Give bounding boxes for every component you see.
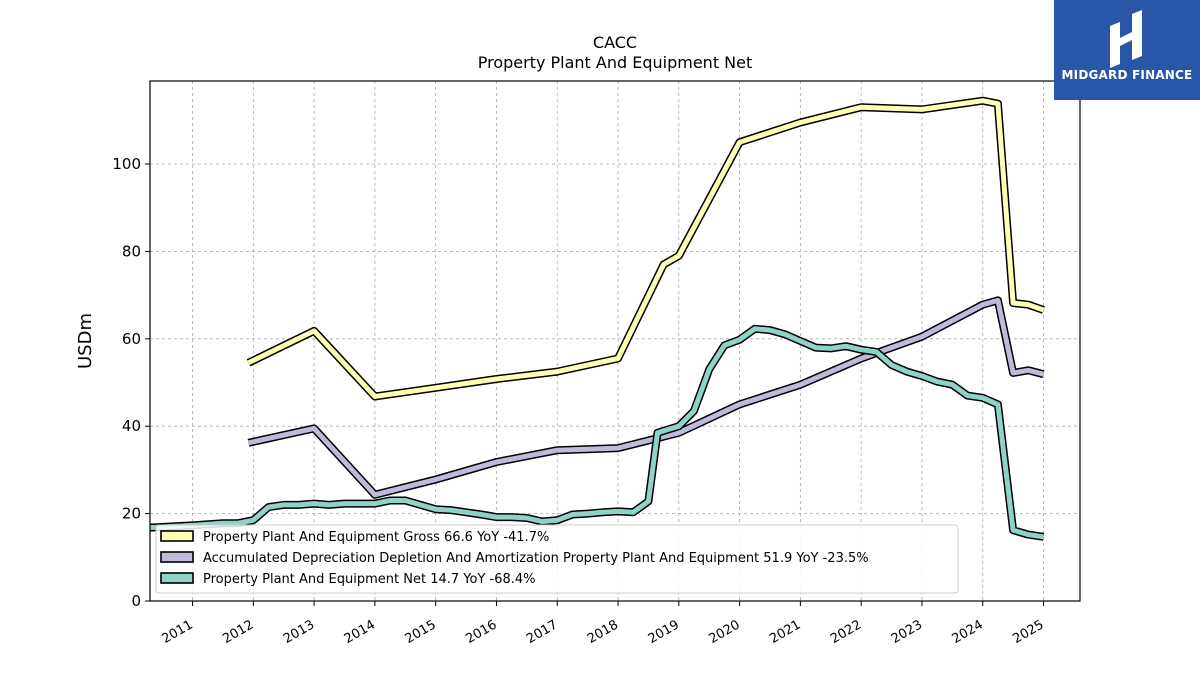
logo-mark-icon <box>1110 10 1142 68</box>
x-tick-label: 2023 <box>889 617 925 647</box>
legend-swatch-1 <box>160 530 194 542</box>
legend: Property Plant And Equipment Gross 66.6 … <box>155 524 959 594</box>
x-tick-label: 2018 <box>585 617 621 647</box>
legend-label-1: Property Plant And Equipment Gross 66.6 … <box>203 530 549 545</box>
chart-subtitle: Property Plant And Equipment Net <box>478 53 753 72</box>
legend-label-3: Property Plant And Equipment Net 14.7 Yo… <box>203 572 536 587</box>
legend-label-2: Accumulated Depreciation Depletion And A… <box>203 551 869 566</box>
series-line-outline-2 <box>247 296 1045 499</box>
series-line-1 <box>247 98 1045 399</box>
y-tick-label: 0 <box>131 592 141 610</box>
y-tick-label: 20 <box>122 505 141 523</box>
x-tick-label: 2014 <box>342 617 378 647</box>
plot-area <box>149 80 1081 602</box>
y-axis-label: USDm <box>75 313 96 369</box>
series-line-outline-1 <box>246 96 1045 401</box>
x-tick-label: 2020 <box>707 617 743 647</box>
x-tick-label: 2025 <box>1010 617 1046 647</box>
x-tick-label: 2021 <box>767 617 803 647</box>
x-tick-label: 2013 <box>281 617 317 647</box>
y-tick-label: 100 <box>112 155 141 173</box>
x-tick-label: 2017 <box>524 617 560 647</box>
series-line-2 <box>247 297 1045 498</box>
midgard-finance-logo: MIDGARD FINANCE <box>1054 0 1200 100</box>
logo-text: MIDGARD FINANCE <box>1061 68 1193 82</box>
x-tick-label: 2016 <box>463 617 499 647</box>
x-tick-label: 2012 <box>220 617 256 647</box>
series-line-3 <box>149 326 1044 540</box>
y-tick-label: 80 <box>122 242 141 260</box>
x-tick-label: 2022 <box>828 617 864 647</box>
x-tick-label: 2011 <box>159 617 195 647</box>
legend-box <box>155 524 959 594</box>
chart-title: CACC <box>593 33 637 52</box>
x-tick-label: 2015 <box>403 617 439 647</box>
x-tick-label: 2019 <box>646 617 682 647</box>
y-tick-label: 60 <box>122 330 141 348</box>
x-tick-label: 2024 <box>950 617 986 647</box>
series-lines <box>149 96 1045 541</box>
y-tick-label: 40 <box>122 417 141 435</box>
legend-swatch-2 <box>160 551 194 563</box>
legend-swatch-3 <box>160 572 194 584</box>
